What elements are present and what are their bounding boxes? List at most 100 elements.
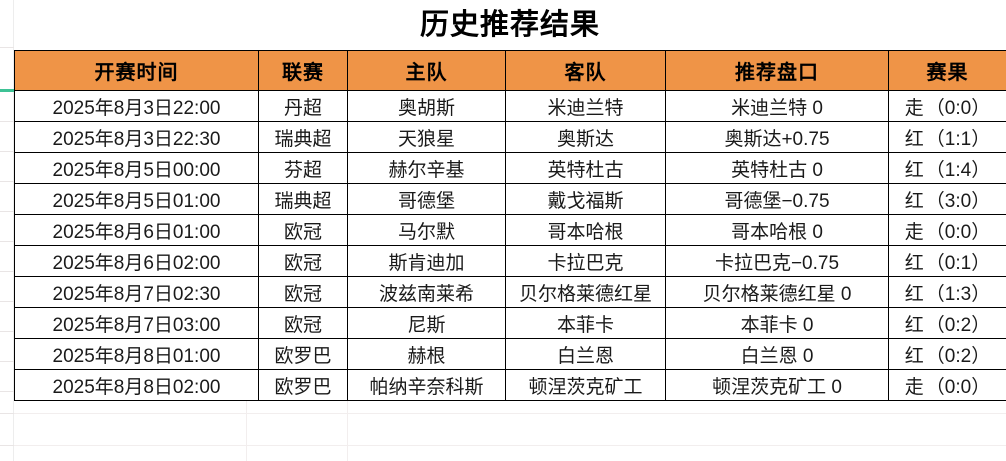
cell-time: 2025年8月5日01:00 — [14, 183, 259, 215]
result-label: 红 — [904, 190, 924, 212]
table-header: 开赛时间 联赛 主队 客队 推荐盘口 赛果 — [14, 50, 1006, 91]
cell-line: 米迪兰特 0 — [665, 90, 889, 122]
gutter-grid-line — [0, 211, 14, 212]
table-row[interactable]: 2025年8月7日03:00 欧冠 尼斯 本菲卡 本菲卡 0 红（0:2） — [14, 307, 1006, 339]
result-score: （0:2） — [925, 314, 991, 336]
gutter-grid-line — [0, 413, 14, 414]
cell-home: 马尔默 — [347, 214, 506, 246]
column-header-time[interactable]: 开赛时间 — [14, 50, 259, 91]
table-row[interactable]: 2025年8月3日22:00 丹超 奥胡斯 米迪兰特 米迪兰特 0 走（0:0） — [14, 90, 1006, 122]
cell-time: 2025年8月6日01:00 — [14, 214, 259, 246]
result-label: 红 — [904, 159, 924, 181]
table-row[interactable]: 2025年8月3日22:30 瑞典超 天狼星 奥斯达 奥斯达+0.75 红（1:1） — [14, 121, 1006, 153]
green-accent-marker — [0, 89, 15, 92]
cell-result: 红（1:1） — [888, 121, 1006, 153]
cell-line: 本菲卡 0 — [665, 307, 889, 339]
cell-time: 2025年8月6日02:00 — [14, 245, 259, 277]
cell-result: 走（0:0） — [888, 369, 1006, 401]
history-recommendations-table: 开赛时间 联赛 主队 客队 推荐盘口 赛果 2025年8月3日22:00 丹超 奥胡… — [14, 50, 1006, 401]
cell-time: 2025年8月3日22:30 — [14, 121, 259, 153]
table-row[interactable]: 2025年8月5日00:00 芬超 赫尔辛基 英特杜古 英特杜古 0 红（1:4） — [14, 152, 1006, 184]
column-header-result[interactable]: 赛果 — [888, 50, 1006, 91]
cell-line: 奥斯达+0.75 — [665, 121, 889, 153]
cell-away: 卡拉巴克 — [505, 245, 666, 277]
table-row[interactable]: 2025年8月6日02:00 欧冠 斯肯迪加 卡拉巴克 卡拉巴克−0.75 红（0:1） — [14, 245, 1006, 277]
grid-line-horizontal — [0, 445, 1006, 446]
cell-league: 欧冠 — [258, 276, 348, 308]
grid-line-horizontal — [0, 413, 1006, 414]
column-header-league[interactable]: 联赛 — [258, 50, 348, 91]
cell-home: 赫尔辛基 — [347, 152, 506, 184]
table-body: 2025年8月3日22:00 丹超 奥胡斯 米迪兰特 米迪兰特 0 走（0:0） 2025年… — [14, 90, 1006, 401]
result-score: （1:3） — [925, 283, 991, 305]
column-header-line[interactable]: 推荐盘口 — [665, 50, 889, 91]
table-row[interactable]: 2025年8月5日01:00 瑞典超 哥德堡 戴戈福斯 哥德堡−0.75 红（3:0） — [14, 183, 1006, 215]
cell-line: 哥德堡−0.75 — [665, 183, 889, 215]
page-title-bar: 历史推荐结果 — [14, 0, 1006, 50]
cell-home: 帕纳辛奈科斯 — [347, 369, 506, 401]
gutter-grid-line — [0, 391, 14, 392]
gutter-grid-line — [0, 47, 14, 48]
cell-away: 米迪兰特 — [505, 90, 666, 122]
cell-result: 红（0:1） — [888, 245, 1006, 277]
table-header-row: 开赛时间 联赛 主队 客队 推荐盘口 赛果 — [14, 50, 1006, 91]
cell-league: 欧冠 — [258, 214, 348, 246]
cell-league: 瑞典超 — [258, 183, 348, 215]
cell-result: 红（1:3） — [888, 276, 1006, 308]
cell-home: 奥胡斯 — [347, 90, 506, 122]
cell-home: 天狼星 — [347, 121, 506, 153]
cell-league: 芬超 — [258, 152, 348, 184]
cell-league: 欧冠 — [258, 245, 348, 277]
cell-time: 2025年8月8日02:00 — [14, 369, 259, 401]
cell-line: 顿涅茨克矿工 0 — [665, 369, 889, 401]
result-score: （1:1） — [925, 128, 991, 150]
cell-time: 2025年8月7日03:00 — [14, 307, 259, 339]
cell-home: 赫根 — [347, 338, 506, 370]
cell-result: 红（3:0） — [888, 183, 1006, 215]
cell-result: 走（0:0） — [888, 90, 1006, 122]
column-header-home[interactable]: 主队 — [347, 50, 506, 91]
cell-away: 本菲卡 — [505, 307, 666, 339]
cell-time: 2025年8月3日22:00 — [14, 90, 259, 122]
result-score: （3:0） — [925, 190, 991, 212]
table-row[interactable]: 2025年8月7日02:30 欧冠 波兹南莱希 贝尔格莱德红星 贝尔格莱德红星 0 红（1… — [14, 276, 1006, 308]
result-label: 走 — [904, 376, 924, 398]
result-score: （0:0） — [925, 221, 991, 243]
gutter-grid-line — [0, 121, 14, 122]
result-label: 走 — [904, 97, 924, 119]
column-header-away[interactable]: 客队 — [505, 50, 666, 91]
cell-result: 红（0:2） — [888, 307, 1006, 339]
cell-away: 戴戈福斯 — [505, 183, 666, 215]
cell-time: 2025年8月7日02:30 — [14, 276, 259, 308]
cell-result: 红（1:4） — [888, 152, 1006, 184]
result-score: （0:0） — [925, 376, 991, 398]
gutter-grid-line — [0, 181, 14, 182]
cell-league: 欧罗巴 — [258, 369, 348, 401]
gutter-grid-line — [0, 151, 14, 152]
cell-time: 2025年8月5日00:00 — [14, 152, 259, 184]
result-score: （0:0） — [925, 97, 991, 119]
gutter-grid-line — [0, 241, 14, 242]
grid-line-vertical — [246, 392, 247, 461]
result-label: 走 — [904, 221, 924, 243]
cell-line: 白兰恩 0 — [665, 338, 889, 370]
cell-result: 红（0:2） — [888, 338, 1006, 370]
cell-away: 顿涅茨克矿工 — [505, 369, 666, 401]
cell-line: 卡拉巴克−0.75 — [665, 245, 889, 277]
cell-away: 贝尔格莱德红星 — [505, 276, 666, 308]
table-row[interactable]: 2025年8月8日02:00 欧罗巴 帕纳辛奈科斯 顿涅茨克矿工 顿涅茨克矿工 0 走（0… — [14, 369, 1006, 401]
result-label: 红 — [904, 128, 924, 150]
result-score: （1:4） — [925, 159, 991, 181]
result-label: 红 — [904, 283, 924, 305]
table-row[interactable]: 2025年8月6日01:00 欧冠 马尔默 哥本哈根 哥本哈根 0 走（0:0） — [14, 214, 1006, 246]
cell-home: 尼斯 — [347, 307, 506, 339]
cell-league: 丹超 — [258, 90, 348, 122]
cell-league: 欧冠 — [258, 307, 348, 339]
cell-away: 白兰恩 — [505, 338, 666, 370]
cell-away: 英特杜古 — [505, 152, 666, 184]
grid-line-vertical — [347, 392, 348, 461]
cell-league: 欧罗巴 — [258, 338, 348, 370]
gutter-grid-line — [0, 361, 14, 362]
gutter-grid-line — [0, 271, 14, 272]
table-row[interactable]: 2025年8月8日01:00 欧罗巴 赫根 白兰恩 白兰恩 0 红（0:2） — [14, 338, 1006, 370]
